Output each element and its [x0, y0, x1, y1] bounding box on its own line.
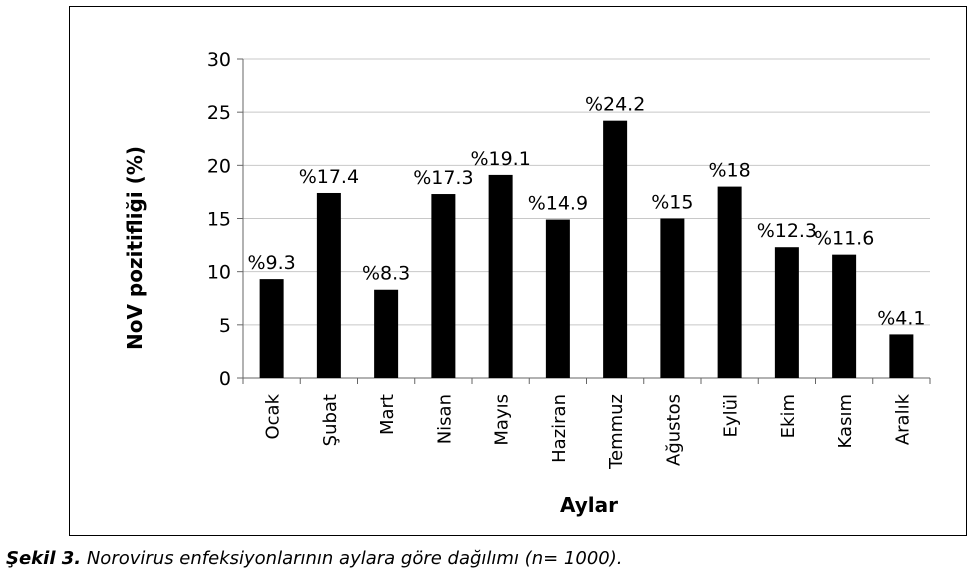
x-tick-label: Kasım: [835, 394, 856, 448]
y-tick-label: 10: [207, 262, 231, 284]
bar-10: [774, 247, 799, 378]
data-label: %14.9: [528, 193, 588, 215]
data-label: %12.3: [757, 220, 817, 242]
data-label: %4.1: [877, 307, 925, 329]
data-label: %17.4: [299, 166, 359, 188]
bar-12: [889, 334, 914, 378]
bar-9: [717, 186, 742, 378]
figure-caption: Şekil 3. Norovirus enfeksiyonlarının ayl…: [6, 548, 622, 569]
x-tick-label: Eylül: [721, 394, 742, 437]
y-tick-label: 15: [207, 209, 231, 231]
data-label: %18: [709, 160, 751, 182]
bar-3: [374, 289, 399, 378]
x-tick-label: Temmuz: [606, 394, 627, 470]
y-tick-label: 20: [207, 155, 231, 177]
bar-6: [545, 219, 570, 378]
x-tick-label: Aralık: [892, 393, 913, 445]
x-axis-title: Aylar: [560, 493, 618, 517]
bar-4: [431, 194, 456, 378]
x-tick-label: Şubat: [320, 394, 341, 446]
bar-2: [316, 192, 341, 378]
bar-chart: 0 5 10 15 20 25 30 %9.3 Ocak %17.4 Şubat %8.3 Mart %1…: [123, 49, 931, 517]
bar-8: [660, 218, 685, 378]
x-tick-label: Haziran: [549, 394, 570, 463]
data-label: %17.3: [413, 167, 473, 189]
x-tick-label: Nisan: [434, 394, 455, 444]
chart-frame: [69, 6, 967, 536]
y-tick-label: 0: [219, 368, 231, 390]
y-tick-label: 5: [219, 315, 231, 337]
caption-lead: Şekil 3.: [6, 548, 82, 569]
data-label: %8.3: [362, 263, 410, 285]
bar-1: [259, 279, 284, 378]
x-tick-label: Ağustos: [663, 394, 684, 466]
bar-11: [832, 254, 857, 378]
data-label: %11.6: [814, 228, 874, 250]
y-axis-title: NoV pozitifliği (%): [123, 146, 147, 350]
x-tick-label: Ekim: [778, 394, 799, 438]
bar-5: [488, 174, 513, 378]
data-label: %24.2: [585, 94, 645, 116]
x-tick-label: Mayıs: [492, 394, 513, 446]
bar-7: [603, 120, 628, 378]
caption-text: Norovirus enfeksiyonlarının aylara göre …: [81, 548, 623, 569]
x-tick-label: Ocak: [263, 393, 284, 439]
y-tick-label: 25: [207, 102, 231, 124]
data-label: %9.3: [247, 252, 295, 274]
x-tick-label: Mart: [377, 394, 398, 435]
data-label: %19.1: [470, 148, 530, 170]
data-label: %15: [651, 192, 693, 214]
y-tick-label: 30: [207, 49, 231, 71]
